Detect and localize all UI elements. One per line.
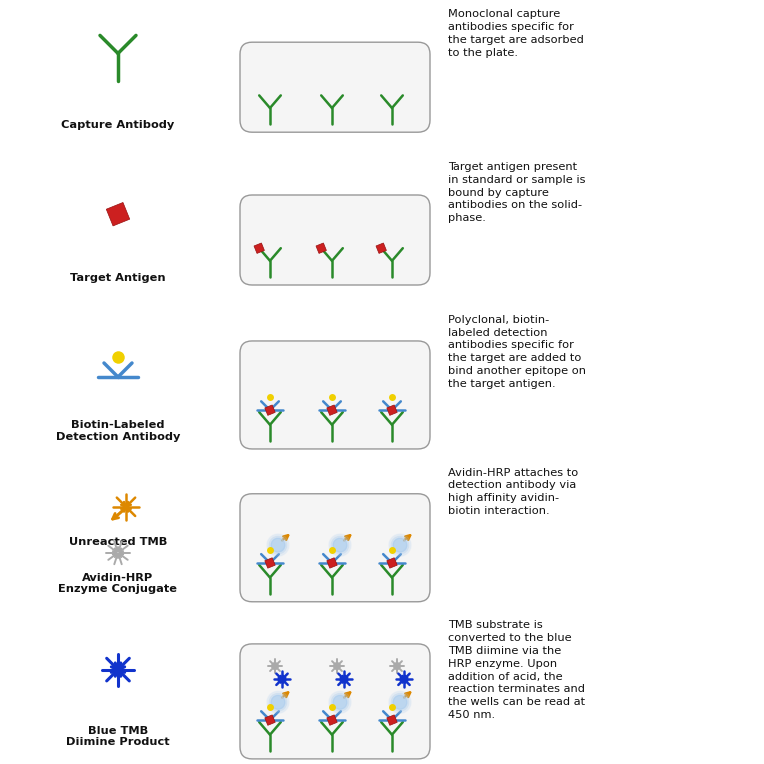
FancyBboxPatch shape: [240, 42, 430, 132]
Text: Biotin-Labeled
Detection Antibody: Biotin-Labeled Detection Antibody: [56, 420, 180, 442]
Bar: [327, 715, 337, 725]
Text: Avidin-HRP
Enzyme Conjugate: Avidin-HRP Enzyme Conjugate: [59, 573, 177, 594]
Circle shape: [389, 691, 411, 714]
Bar: [387, 558, 397, 568]
Text: Avidin-HRP attaches to
detection antibody via
high affinity avidin-
biotin inter: Avidin-HRP attaches to detection antibod…: [448, 468, 578, 516]
Circle shape: [271, 538, 285, 552]
Text: Capture Antibody: Capture Antibody: [61, 120, 175, 131]
Text: Blue TMB
Diimine Product: Blue TMB Diimine Product: [66, 726, 170, 747]
Text: Monoclonal capture
antibodies specific for
the target are adsorbed
to the plate.: Monoclonal capture antibodies specific f…: [448, 9, 584, 57]
Bar: [327, 558, 337, 568]
Circle shape: [333, 538, 347, 552]
Circle shape: [329, 534, 351, 556]
Circle shape: [389, 534, 411, 556]
Circle shape: [267, 534, 289, 556]
Text: Unreacted TMB: Unreacted TMB: [69, 537, 167, 548]
Circle shape: [393, 538, 407, 552]
FancyBboxPatch shape: [240, 644, 430, 759]
Circle shape: [331, 536, 349, 554]
Circle shape: [333, 695, 347, 709]
Circle shape: [267, 691, 289, 714]
Circle shape: [269, 536, 287, 554]
Text: TMB substrate is
converted to the blue
TMB diimine via the
HRP enzyme. Upon
addi: TMB substrate is converted to the blue T…: [448, 620, 585, 720]
Bar: [327, 405, 337, 416]
Bar: [106, 202, 130, 226]
Bar: [265, 715, 275, 725]
FancyBboxPatch shape: [240, 195, 430, 285]
Text: Polyclonal, biotin-
labeled detection
antibodies specific for
the target are add: Polyclonal, biotin- labeled detection an…: [448, 315, 586, 389]
FancyBboxPatch shape: [240, 341, 430, 449]
Circle shape: [391, 693, 409, 711]
Bar: [376, 243, 387, 254]
Bar: [265, 405, 275, 416]
Circle shape: [329, 691, 351, 714]
Bar: [316, 243, 326, 254]
Circle shape: [331, 693, 349, 711]
Circle shape: [391, 536, 409, 554]
Bar: [387, 715, 397, 725]
Circle shape: [271, 695, 285, 709]
Text: Target Antigen: Target Antigen: [70, 273, 166, 283]
Text: Target antigen present
in standard or sample is
bound by capture
antibodies on t: Target antigen present in standard or sa…: [448, 162, 585, 223]
Circle shape: [393, 695, 407, 709]
Bar: [387, 405, 397, 416]
Bar: [254, 243, 264, 254]
FancyBboxPatch shape: [240, 494, 430, 602]
Circle shape: [269, 693, 287, 711]
Bar: [265, 558, 275, 568]
